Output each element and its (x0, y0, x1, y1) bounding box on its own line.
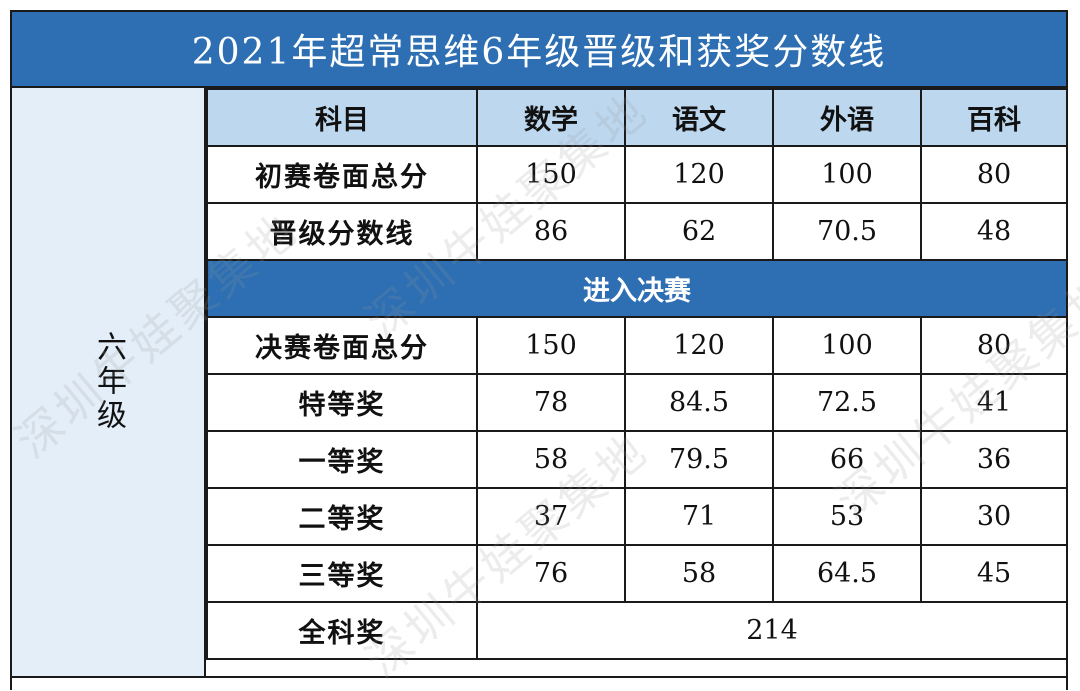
table-row: 决赛卷面总分 150 120 100 80 (206, 316, 1068, 375)
score-cell: 80 (920, 145, 1068, 204)
score-cell: 100 (772, 145, 922, 204)
table-row: 初赛卷面总分 150 120 100 80 (206, 145, 1068, 204)
overall-score-cell: 214 (476, 601, 1068, 660)
row-label: 决赛卷面总分 (206, 316, 478, 375)
header-subject: 语文 (624, 88, 774, 147)
final-band-label: 进入决赛 (206, 259, 1068, 318)
row-label: 三等奖 (206, 544, 478, 603)
row-label: 全科奖 (206, 601, 478, 660)
header-subject-label: 科目 (206, 88, 478, 147)
row-label: 特等奖 (206, 373, 478, 432)
table-row: 一等奖 58 79.5 66 36 (206, 430, 1068, 489)
score-cell: 84.5 (624, 373, 774, 432)
score-cell: 100 (772, 316, 922, 375)
score-cell: 66 (772, 430, 922, 489)
table-row: 特等奖 78 84.5 72.5 41 (206, 373, 1068, 432)
row-label: 晋级分数线 (206, 202, 478, 261)
score-cell: 30 (920, 487, 1068, 546)
table-row: 三等奖 76 58 64.5 45 (206, 544, 1068, 603)
score-cell: 120 (624, 316, 774, 375)
score-cell: 70.5 (772, 202, 922, 261)
score-cell: 37 (476, 487, 626, 546)
final-band-row: 进入决赛 (206, 259, 1068, 318)
table-row: 晋级分数线 86 62 70.5 48 (206, 202, 1068, 261)
table-title: 2021年超常思维6年级晋级和获奖分数线 (10, 10, 1068, 88)
score-cell: 150 (476, 145, 626, 204)
header-subject: 数学 (476, 88, 626, 147)
score-cell: 53 (772, 487, 922, 546)
score-cell: 79.5 (624, 430, 774, 489)
table-row: 二等奖 37 71 53 30 (206, 487, 1068, 546)
score-cell: 45 (920, 544, 1068, 603)
row-label: 初赛卷面总分 (206, 145, 478, 204)
score-cell: 120 (624, 145, 774, 204)
score-cell: 80 (920, 316, 1068, 375)
score-cell: 36 (920, 430, 1068, 489)
score-cell: 86 (476, 202, 626, 261)
score-table: 科目 数学 语文 外语 百科 初赛卷面总分 150 120 100 80 晋级分… (206, 88, 1068, 660)
score-cell: 48 (920, 202, 1068, 261)
header-subject: 百科 (920, 88, 1068, 147)
table-row: 全科奖 214 (206, 601, 1068, 660)
score-cell: 150 (476, 316, 626, 375)
score-cell: 72.5 (772, 373, 922, 432)
score-cell: 58 (476, 430, 626, 489)
header-row: 科目 数学 语文 外语 百科 (206, 88, 1068, 147)
header-subject: 外语 (772, 88, 922, 147)
row-label: 二等奖 (206, 487, 478, 546)
score-cell: 41 (920, 373, 1068, 432)
score-cell: 62 (624, 202, 774, 261)
score-cell: 58 (624, 544, 774, 603)
score-cell: 78 (476, 373, 626, 432)
bottom-border (10, 676, 1068, 690)
score-cell: 71 (624, 487, 774, 546)
score-cell: 64.5 (772, 544, 922, 603)
score-cell: 76 (476, 544, 626, 603)
grade-cell: 六年级 (12, 88, 206, 676)
grade-label: 六年级 (91, 331, 126, 433)
row-label: 一等奖 (206, 430, 478, 489)
